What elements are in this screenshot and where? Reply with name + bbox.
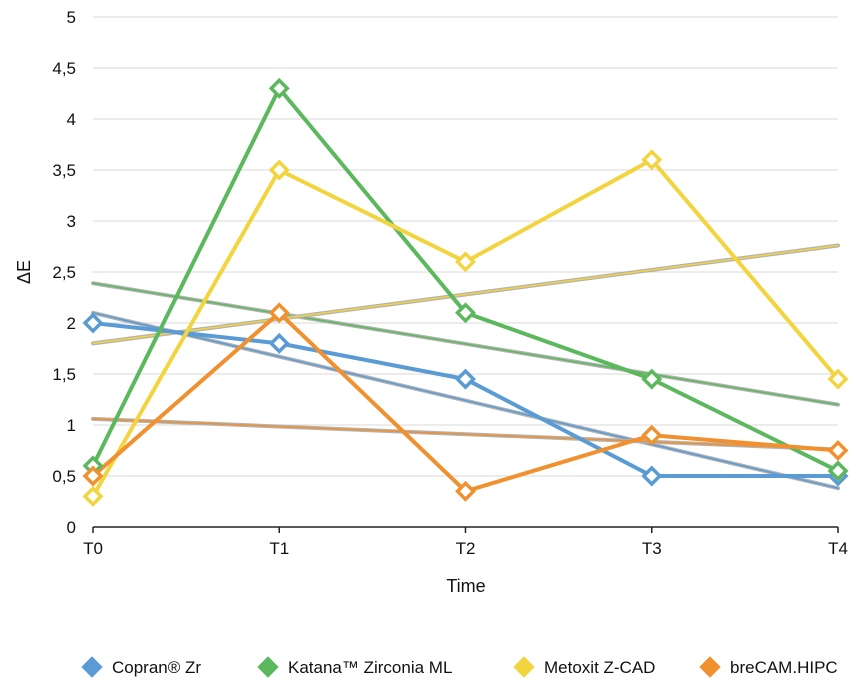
trendline [92, 312, 839, 489]
y-tick-label: 5 [67, 8, 76, 27]
data-point-marker [641, 424, 663, 446]
trendlines [91, 243, 840, 491]
x-tick-label: T3 [642, 539, 662, 558]
legend-label: Copran® Zr [112, 658, 201, 677]
trendline [92, 282, 839, 406]
y-tick-label: 4 [67, 110, 76, 129]
x-tick-label: T0 [83, 539, 103, 558]
legend: Copran® Zr Katana™ Zirconia ML Metoxit Z-C… [81, 656, 838, 678]
data-point-marker [641, 368, 663, 390]
x-tick-label: T4 [828, 539, 848, 558]
y-tick-label: 0,5 [52, 467, 76, 486]
data-markers [82, 77, 849, 507]
data-point-marker [268, 332, 290, 354]
data-point-marker [82, 465, 104, 487]
y-tick-label: 4,5 [52, 59, 76, 78]
data-point-marker [641, 465, 663, 487]
data-point-marker [827, 440, 849, 461]
trendline [92, 244, 839, 345]
y-tick-label: 0 [67, 518, 76, 537]
y-tick-label: 2,5 [52, 263, 76, 282]
y-tick-label: 1,5 [52, 365, 76, 384]
data-point-marker [455, 480, 476, 502]
y-tick-label: 1 [67, 416, 76, 435]
x-tick-label: T2 [456, 539, 476, 558]
data-point-marker [455, 302, 476, 324]
data-point-marker [82, 312, 104, 334]
legend-marker [513, 656, 535, 678]
data-point-marker [268, 77, 290, 99]
legend-label: Katana™ Zirconia ML [288, 658, 452, 677]
legend-marker [257, 656, 279, 678]
x-axis-title: Time [446, 576, 485, 596]
legend-label: Metoxit Z-CAD [544, 658, 655, 677]
data-point-marker [455, 251, 476, 273]
data-point-marker [455, 368, 476, 390]
y-tick-label: 3 [67, 212, 76, 231]
y-axis-title: ΔE [14, 260, 34, 284]
data-point-marker [827, 368, 849, 390]
axes: 0 0,5 1 1,5 2 2,5 3 3,5 4 4,5 5 T0 T1 T2 T3 T4 [52, 8, 848, 558]
y-tick-label: 3,5 [52, 161, 76, 180]
x-tick-label: T1 [269, 539, 289, 558]
legend-label: breCAM.HIPC [730, 658, 838, 677]
y-tick-label: 2 [67, 314, 76, 333]
trendline [92, 418, 839, 451]
data-point-marker [827, 460, 849, 482]
data-point-marker [268, 302, 290, 324]
data-point-marker [268, 159, 290, 181]
legend-marker [81, 656, 103, 678]
legend-marker [699, 656, 721, 678]
series-line [91, 86, 840, 473]
data-point-marker [641, 149, 663, 171]
data-point-marker [82, 485, 104, 507]
